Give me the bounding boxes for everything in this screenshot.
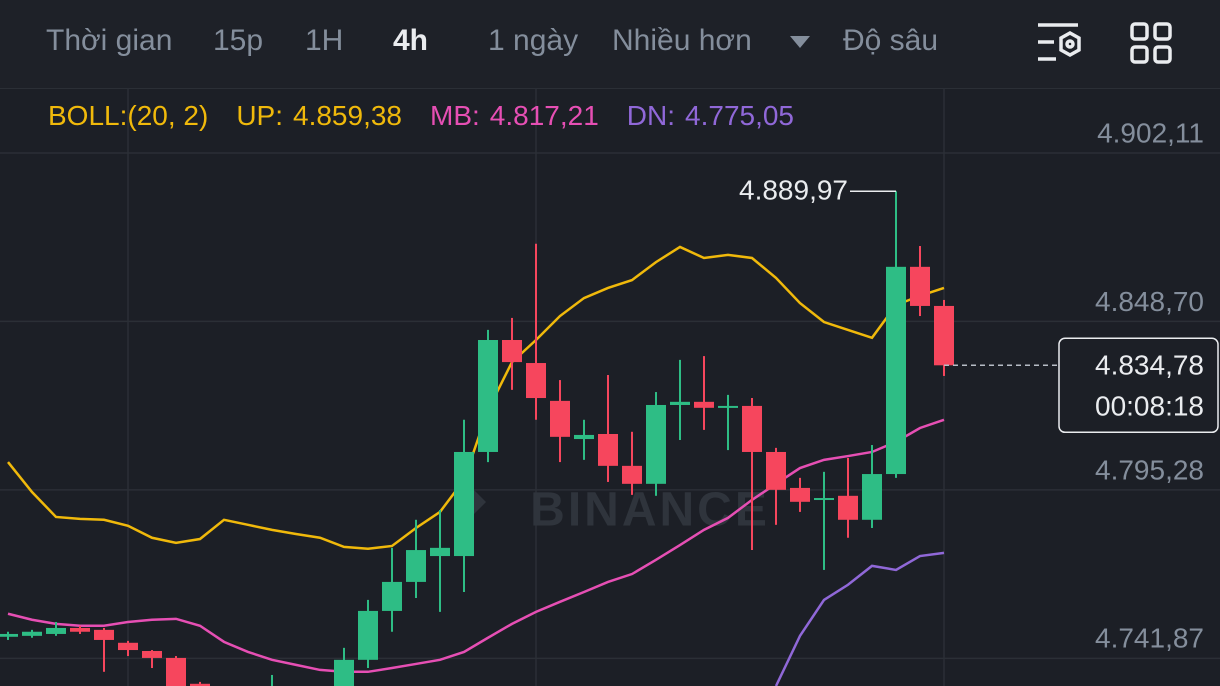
high-label: 4.889,97 xyxy=(739,175,848,206)
toolbar-item[interactable]: Nhiều hơn xyxy=(612,24,752,57)
candle-body xyxy=(646,404,666,484)
candle-body xyxy=(910,266,930,306)
toolbar-item[interactable]: 1 ngày xyxy=(488,24,579,57)
legend-name: UP: xyxy=(236,100,283,131)
candle-body xyxy=(862,474,882,520)
toolbar-item[interactable]: 4h xyxy=(393,24,429,57)
candle-body xyxy=(574,434,594,440)
toolbar-item[interactable]: 15p xyxy=(213,24,264,57)
legend-value: 4.775,05 xyxy=(685,100,795,131)
y-tick-label: 4.902,11 xyxy=(1097,117,1204,148)
candle-body xyxy=(766,451,786,490)
y-tick-label: 4.795,28 xyxy=(1095,454,1204,485)
toolbar: Thời gian 15p 1H 4h 1 ngày Nhiều hơn Độ … xyxy=(0,0,1220,89)
candle-body xyxy=(142,650,162,658)
candle-body xyxy=(622,465,642,484)
y-tick-label: 4.741,87 xyxy=(1095,623,1204,654)
candle-body xyxy=(190,683,210,686)
y-tick-label: 4.848,70 xyxy=(1095,286,1204,317)
candle-body xyxy=(814,498,834,501)
settings-icon[interactable] xyxy=(1034,20,1084,66)
candle-body xyxy=(742,405,762,452)
candle-body xyxy=(670,401,690,405)
band-line xyxy=(774,551,945,686)
candle-body xyxy=(550,400,570,437)
watermark-text: BINANCE xyxy=(530,484,770,537)
candle-body xyxy=(358,610,378,660)
candle-body xyxy=(598,433,618,466)
candle-body xyxy=(382,581,402,611)
countdown: 00:08:18 xyxy=(1095,391,1204,422)
candle-body xyxy=(430,547,450,557)
candle-body xyxy=(886,266,906,475)
candle-body xyxy=(94,629,114,640)
legend-value: 4.817,21 xyxy=(489,100,599,131)
last-price-label: 4.834,78 xyxy=(1095,350,1204,381)
toolbar-item[interactable]: Độ sâu xyxy=(843,24,939,57)
price-tag xyxy=(1058,337,1219,434)
dropdown-arrow[interactable] xyxy=(788,34,812,50)
candle-body xyxy=(118,642,138,651)
candle-body xyxy=(454,451,474,557)
layout-icon[interactable] xyxy=(1128,20,1174,66)
chart: BINANCE 4.902,11 4.848,70 4.795,28 4.741,87… xyxy=(0,88,1220,686)
indicator-label: BOLL:(20, 2) xyxy=(48,100,209,131)
band-line xyxy=(7,245,945,551)
legend-value: 4.859,38 xyxy=(293,100,402,131)
candle-body xyxy=(406,550,426,582)
candle-body xyxy=(478,340,498,452)
candle-body xyxy=(46,627,66,634)
band-line xyxy=(7,418,945,674)
candle-body xyxy=(502,340,522,363)
candle-body xyxy=(718,405,738,408)
legend-name: MB: xyxy=(430,100,480,131)
candle-body xyxy=(0,633,18,637)
candle-body xyxy=(334,659,354,686)
candle-body xyxy=(934,305,954,366)
toolbar-item[interactable]: 1H xyxy=(305,24,344,57)
watermark: BINANCE xyxy=(458,484,770,537)
candle-body xyxy=(22,631,42,636)
legend: BOLL:(20, 2) UP: 4.859,38 MB: 4.817,21 DN: 4.7… xyxy=(48,100,822,132)
candle-body xyxy=(838,495,858,520)
candle-body xyxy=(790,487,810,502)
candle-body xyxy=(526,363,546,399)
legend-name: DN: xyxy=(626,100,676,131)
candle-body xyxy=(166,657,186,686)
toolbar-item[interactable]: Thời gian xyxy=(46,24,173,57)
candle-body xyxy=(70,627,90,632)
candle-body xyxy=(694,401,714,408)
